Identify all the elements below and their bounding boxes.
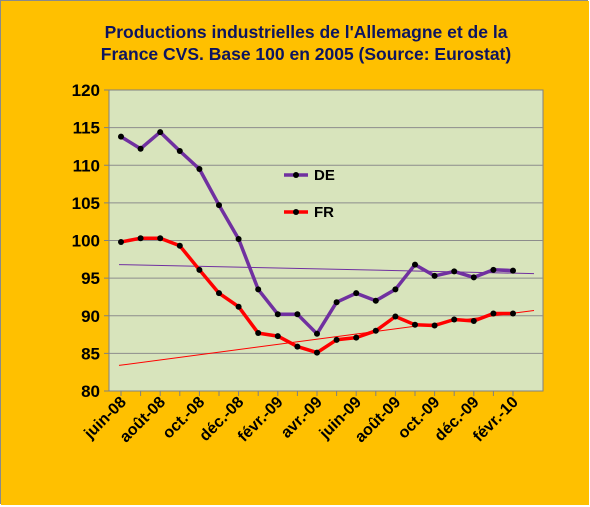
point-FR-août-08 — [157, 235, 164, 242]
point-FR-févr.-09 — [274, 333, 281, 340]
point-DE-déc.-09 — [470, 274, 477, 281]
point-DE-juil.-09 — [372, 297, 379, 304]
y-tick-label-85: 85 — [81, 344, 100, 363]
point-FR-juin-09 — [353, 334, 360, 341]
point-DE-sept.-08 — [176, 147, 183, 154]
y-tick-label-95: 95 — [81, 269, 100, 288]
point-FR-août-09 — [392, 313, 399, 320]
point-FR-sept.-09 — [412, 321, 418, 328]
point-FR-janv.-09 — [255, 330, 262, 337]
point-FR-oct.-08 — [196, 266, 203, 273]
point-DE-déc.-08 — [235, 235, 242, 242]
point-DE-janv.-09 — [255, 286, 262, 293]
legend-label-DE: DE — [314, 167, 335, 184]
series-lines — [118, 129, 516, 356]
point-FR-nov.-09 — [451, 316, 458, 323]
point-FR-déc.-08 — [235, 303, 242, 310]
point-DE-juil.-08 — [137, 145, 144, 152]
trendline-DE — [118, 264, 535, 275]
y-tick-label-100: 100 — [72, 232, 100, 251]
point-DE-nov.-09 — [451, 268, 458, 275]
y-tick-label-80: 80 — [81, 382, 100, 401]
y-tick-label-105: 105 — [72, 194, 100, 213]
point-FR-juin-08 — [118, 239, 124, 246]
point-DE-oct.-08 — [196, 166, 203, 173]
point-DE-nov.-08 — [216, 202, 222, 209]
point-DE-avr.-09 — [314, 330, 320, 337]
y-tick-label-90: 90 — [81, 307, 100, 326]
y-tick-label-115: 115 — [73, 119, 100, 138]
point-DE-févr.-10 — [510, 267, 516, 274]
point-DE-août-09 — [392, 286, 399, 293]
point-DE-juin-08 — [118, 133, 124, 140]
point-FR-sept.-08 — [176, 242, 183, 249]
point-DE-sept.-09 — [412, 261, 418, 268]
point-FR-avr.-09 — [314, 349, 320, 356]
y-tick-label-110: 110 — [73, 156, 100, 175]
legend: DE FR — [284, 167, 335, 221]
point-DE-mai-09 — [333, 299, 340, 306]
point-FR-janv.-10 — [490, 310, 497, 317]
point-DE-août-08 — [157, 129, 164, 136]
point-FR-juil.-08 — [137, 235, 144, 242]
chart-title-line-2: France CVS. Base 100 en 2005 (Source: Eu… — [101, 44, 511, 64]
legend-marker-DE — [293, 172, 299, 178]
point-FR-mai-09 — [333, 336, 340, 343]
point-DE-juin-09 — [353, 290, 360, 297]
chart-title-line-1: Productions industrielles de l'Allemagne… — [105, 22, 508, 42]
point-DE-févr.-09 — [274, 311, 281, 318]
point-DE-mars-09 — [294, 311, 301, 318]
point-DE-janv.-10 — [490, 266, 497, 273]
point-FR-mars-09 — [294, 343, 301, 350]
y-tick-label-120: 120 — [72, 81, 100, 100]
point-FR-févr.-10 — [510, 310, 516, 317]
legend-marker-FR — [293, 209, 299, 215]
point-DE-oct.-09 — [431, 272, 438, 279]
point-FR-oct.-09 — [431, 322, 438, 329]
point-FR-nov.-08 — [216, 290, 222, 297]
point-FR-déc.-09 — [470, 318, 477, 325]
point-FR-juil.-09 — [372, 327, 379, 334]
y-axis-ticks: 80 85 90 95 100 105 110 115 120 — [72, 81, 109, 401]
legend-label-FR: FR — [314, 204, 334, 221]
